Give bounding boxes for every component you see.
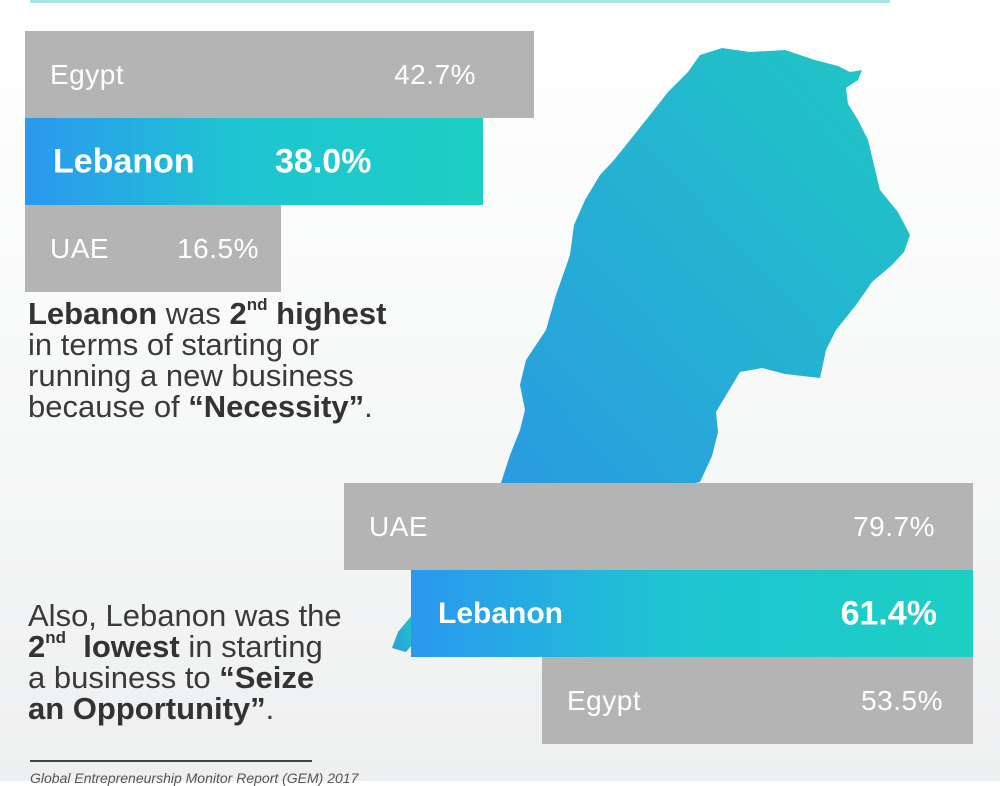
necessity-bar-lebanon-value: 38.0%: [275, 142, 372, 180]
source-divider: [30, 760, 312, 762]
opportunity-line-2: 2nd lowest in starting: [28, 627, 323, 664]
top-divider: [30, 0, 890, 3]
necessity-line-3: running a new business: [28, 358, 354, 393]
opportunity-line-3: a business to “Seize: [28, 660, 315, 695]
necessity-bar-lebanon: Lebanon 38.0%: [25, 118, 483, 205]
necessity-bar-uae-label: UAE: [50, 232, 110, 264]
necessity-bar-lebanon-label: Lebanon: [53, 142, 195, 180]
opportunity-bar-lebanon-value: 61.4%: [840, 594, 937, 632]
necessity-line-2: in terms of starting or: [28, 327, 320, 362]
opportunity-bar-egypt-value: 53.5%: [861, 684, 943, 716]
opportunity-bar-uae: UAE 79.7%: [344, 483, 973, 570]
opportunity-bar-uae-label: UAE: [369, 510, 429, 542]
necessity-description: Lebanon was 2nd highest in terms of star…: [28, 294, 387, 424]
necessity-bar-uae: UAE 16.5%: [25, 205, 281, 292]
necessity-line-4: because of “Necessity”.: [28, 389, 373, 424]
opportunity-line-1: Also, Lebanon was the: [28, 598, 342, 633]
opportunity-bar-lebanon: Lebanon 61.4%: [411, 570, 973, 657]
necessity-bar-uae-value: 16.5%: [177, 232, 259, 264]
necessity-line-1: Lebanon was 2nd highest: [28, 294, 387, 331]
opportunity-line-4: an Opportunity”.: [28, 691, 275, 726]
necessity-bar-egypt-label: Egypt: [50, 58, 125, 90]
opportunity-description: Also, Lebanon was the 2nd lowest in star…: [28, 600, 342, 724]
opportunity-bar-uae-value: 79.7%: [853, 510, 935, 542]
opportunity-bar-egypt-label: Egypt: [567, 684, 642, 716]
opportunity-bar-lebanon-label: Lebanon: [438, 596, 563, 630]
source-note: Global Entrepreneurship Monitor Report (…: [30, 770, 359, 786]
necessity-bar-egypt: Egypt 42.7%: [25, 31, 534, 118]
necessity-bar-egypt-value: 42.7%: [394, 58, 476, 90]
opportunity-bar-egypt: Egypt 53.5%: [542, 657, 973, 744]
